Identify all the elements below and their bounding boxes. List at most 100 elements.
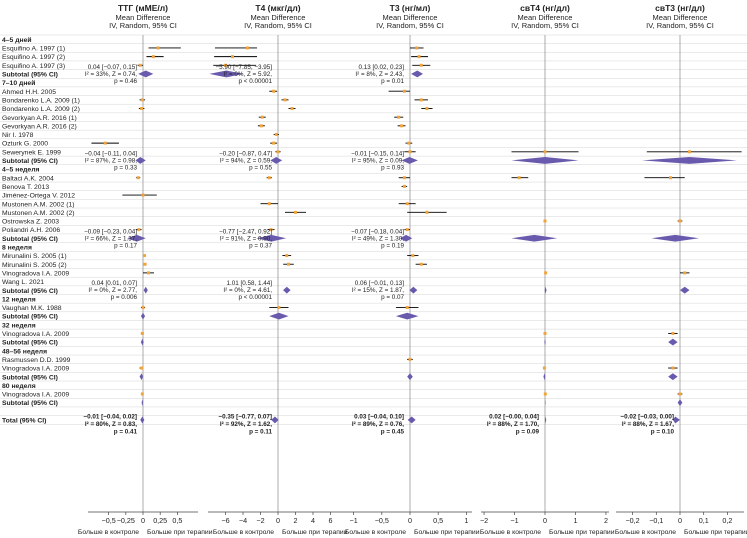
- study-marker: [294, 210, 297, 214]
- study-marker: [400, 124, 404, 128]
- summary-diamond: [399, 234, 413, 242]
- study-marker: [543, 331, 547, 335]
- subtotal-label: Subtotal (95% CI): [2, 236, 58, 243]
- effect-stats: p = 0.19: [381, 242, 404, 249]
- effect-stats: p = 0.33: [114, 164, 137, 171]
- study-label: Ahmed H.H. 2005: [2, 89, 56, 96]
- study-marker: [142, 254, 146, 258]
- summary-diamond: [401, 157, 418, 164]
- summary-diamond: [545, 399, 546, 407]
- study-marker: [408, 150, 412, 154]
- favours-right-label: Больше при терапии: [147, 529, 213, 536]
- study-marker: [669, 176, 673, 180]
- study-marker: [231, 55, 234, 59]
- study-marker: [276, 150, 280, 154]
- summary-diamond: [511, 157, 579, 164]
- panel-subtitle: Mean Difference: [116, 13, 171, 22]
- summary-diamond: [143, 286, 148, 294]
- summary-diamond: [140, 338, 144, 346]
- effect-stats: p = 0.006: [111, 294, 138, 301]
- panel-subtitle: IV, Random, 95% CI: [511, 21, 579, 30]
- x-tick-label: 0,5: [433, 516, 443, 525]
- study-marker: [147, 271, 150, 275]
- summary-diamond: [668, 338, 678, 346]
- study-marker: [290, 107, 294, 111]
- effect-stats: I² = 80%, Z = 0.83,: [85, 421, 137, 428]
- summary-diamond: [139, 373, 143, 381]
- x-tick-label: 0: [141, 516, 145, 525]
- summary-diamond: [395, 312, 419, 320]
- subgroup-header: 8 неделя: [2, 245, 32, 252]
- subtotal-label: Subtotal (95% CI): [2, 340, 58, 347]
- effect-stats: 0.04 [−0.07, 0.15]: [88, 64, 137, 71]
- summary-diamond: [140, 416, 145, 424]
- favours-left-label: Больше в контроле: [78, 529, 139, 536]
- study-marker: [408, 357, 412, 361]
- effect-stats: I² = 91%, Z = 0.90,: [220, 235, 272, 242]
- effect-stats: −0.01 [−0.04, 0.02]: [83, 414, 137, 421]
- study-label: Jiménez-Ortega V. 2012: [2, 193, 75, 200]
- study-marker: [259, 124, 263, 128]
- study-marker: [402, 89, 406, 93]
- subtotal-label: Subtotal (95% CI): [2, 314, 58, 321]
- panel-subtitle: Mean Difference: [653, 13, 708, 22]
- study-marker: [224, 63, 227, 67]
- panel-subtitle: IV, Random, 95% CI: [244, 21, 312, 30]
- study-marker: [402, 184, 406, 188]
- study-marker: [137, 228, 141, 232]
- effect-stats: I² = 0%, Z = 4.61,: [223, 287, 272, 294]
- study-marker: [425, 210, 429, 214]
- x-tick-label: −0,5: [375, 516, 389, 525]
- x-tick-label: −0,1: [649, 516, 663, 525]
- panel-subtitle: Mean Difference: [518, 13, 573, 22]
- subgroup-header: 4–5 дней: [2, 36, 32, 44]
- x-tick-label: −1: [350, 516, 358, 525]
- study-marker: [543, 392, 547, 396]
- study-label: Wang L. 2021: [2, 279, 44, 286]
- study-label: Nir I. 1978: [2, 132, 34, 139]
- x-tick-label: 0,5: [172, 516, 182, 525]
- study-marker: [543, 219, 547, 223]
- summary-diamond: [271, 416, 279, 424]
- study-marker: [544, 271, 548, 275]
- study-marker: [267, 176, 271, 180]
- effect-stats: I² = 87%, Z = 0.98,: [85, 157, 137, 164]
- study-marker: [287, 262, 290, 266]
- study-marker: [140, 98, 144, 102]
- study-marker: [407, 141, 411, 145]
- study-marker: [138, 63, 142, 67]
- effect-stats: I² = 95%, Z = 0.09,: [352, 157, 404, 164]
- x-tick-label: −6: [221, 516, 229, 525]
- study-marker: [141, 305, 145, 309]
- subtotal-label: Subtotal (95% CI): [2, 400, 58, 407]
- study-label: Esquifino A. 1997 (1): [2, 46, 65, 53]
- effect-stats: 0.04 [0.01, 0.07]: [91, 280, 137, 287]
- study-label: Benova T. 2013: [2, 184, 49, 191]
- summary-diamond: [668, 373, 678, 381]
- subtotal-label: Subtotal (95% CI): [2, 288, 58, 295]
- summary-diamond: [269, 312, 289, 320]
- summary-diamond: [544, 338, 546, 346]
- effect-stats: I² = 0%, Z = 5.92,: [223, 71, 272, 78]
- study-marker: [274, 132, 278, 136]
- subgroup-header: 32 неделя: [2, 322, 36, 329]
- x-tick-label: 4: [311, 516, 315, 525]
- study-marker: [272, 89, 276, 93]
- x-tick-label: 0,1: [699, 516, 709, 525]
- study-label: Sewerynek E. 1999: [2, 149, 61, 156]
- subgroup-header: 7–10 дней: [2, 79, 35, 87]
- effect-stats: −0.09 [−0.23, 0.04]: [84, 228, 137, 235]
- study-label: Ozturk G. 2000: [2, 141, 48, 148]
- effect-stats: −0.35 [−0.77, 0.07]: [218, 414, 272, 421]
- effect-stats: −0.77 [−2.47, 0.92]: [219, 228, 272, 235]
- study-marker: [141, 193, 145, 197]
- effect-stats: I² = 92%, Z = 1.62,: [220, 421, 272, 428]
- x-tick-label: −2: [480, 516, 488, 525]
- study-marker: [405, 305, 409, 309]
- favours-left-label: Больше в контроле: [345, 529, 406, 536]
- panel-subtitle: Mean Difference: [251, 13, 306, 22]
- effect-stats: −0.01 [−0.15, 0.14]: [351, 150, 404, 157]
- summary-diamond: [511, 234, 558, 242]
